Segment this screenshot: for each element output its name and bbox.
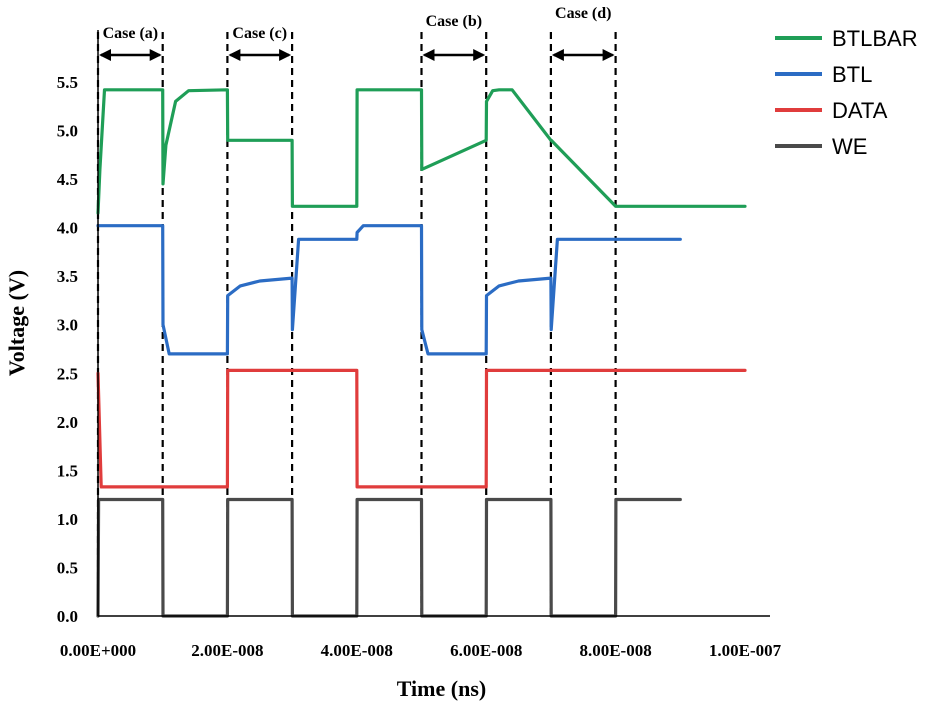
case-label: Case (a)	[103, 25, 159, 42]
case-arrow-head-right	[149, 49, 162, 61]
case-label: Case (d)	[555, 5, 611, 22]
x-tick-label: 6.00E-008	[450, 641, 522, 660]
case-annotations: Case (a) Case (c) Case (b) Case (d)	[99, 5, 615, 61]
y-tick-label: 2.5	[57, 364, 78, 383]
legend: BTLBAR BTL DATA WE	[775, 26, 918, 159]
case-label: Case (c)	[232, 25, 287, 42]
x-tick-label: 0.00E+000	[60, 641, 136, 660]
legend-label-data: DATA	[832, 98, 888, 123]
y-tick-label: 0.5	[57, 558, 78, 577]
y-tick-label: 3.0	[57, 316, 78, 335]
x-axis-title: Time (ns)	[397, 676, 486, 701]
y-axis-title: Voltage (V)	[4, 270, 29, 376]
y-tick-label: 4.5	[57, 170, 78, 189]
y-tick-label: 2.0	[57, 413, 78, 432]
x-tick-labels: 0.00E+000 2.00E-008 4.00E-008 6.00E-008 8.00…	[60, 641, 782, 660]
y-tick-label: 0.0	[57, 607, 78, 626]
y-tick-label: 1.5	[57, 461, 78, 480]
series-lines	[96, 88, 747, 618]
case-arrow-head-left	[422, 49, 435, 61]
y-tick-label: 5.0	[57, 122, 78, 141]
case-arrow-head-right	[473, 49, 486, 61]
series-line-data	[96, 368, 747, 489]
case-arrow-head-left	[551, 49, 564, 61]
case-arrow-head-right	[602, 49, 615, 61]
legend-label-btl: BTL	[832, 62, 872, 87]
x-tick-label: 4.00E-008	[321, 641, 393, 660]
y-tick-label: 3.5	[57, 267, 78, 286]
case-label: Case (b)	[426, 13, 482, 30]
series-line-btlbar	[96, 88, 747, 215]
case-arrow-head-right	[279, 49, 292, 61]
x-tick-label: 2.00E-008	[191, 641, 263, 660]
axes	[97, 30, 770, 617]
legend-label-we: WE	[832, 134, 867, 159]
x-tick-label: 8.00E-008	[579, 641, 651, 660]
case-arrow-head-left	[228, 49, 241, 61]
legend-label-btlbar: BTLBAR	[832, 26, 918, 51]
case-arrow-head-left	[99, 49, 111, 61]
y-tick-label: 1.0	[57, 510, 78, 529]
series-line-we	[96, 497, 682, 618]
y-tick-labels: 0.0 0.5 1.0 1.5 2.0 2.5 3.0 3.5 4.0 4.5 5.0 5.5	[57, 73, 78, 626]
series-line-btl	[96, 224, 682, 356]
y-tick-label: 5.5	[57, 73, 78, 92]
y-tick-label: 4.0	[57, 219, 78, 238]
x-tick-label: 1.00E-007	[709, 641, 782, 660]
